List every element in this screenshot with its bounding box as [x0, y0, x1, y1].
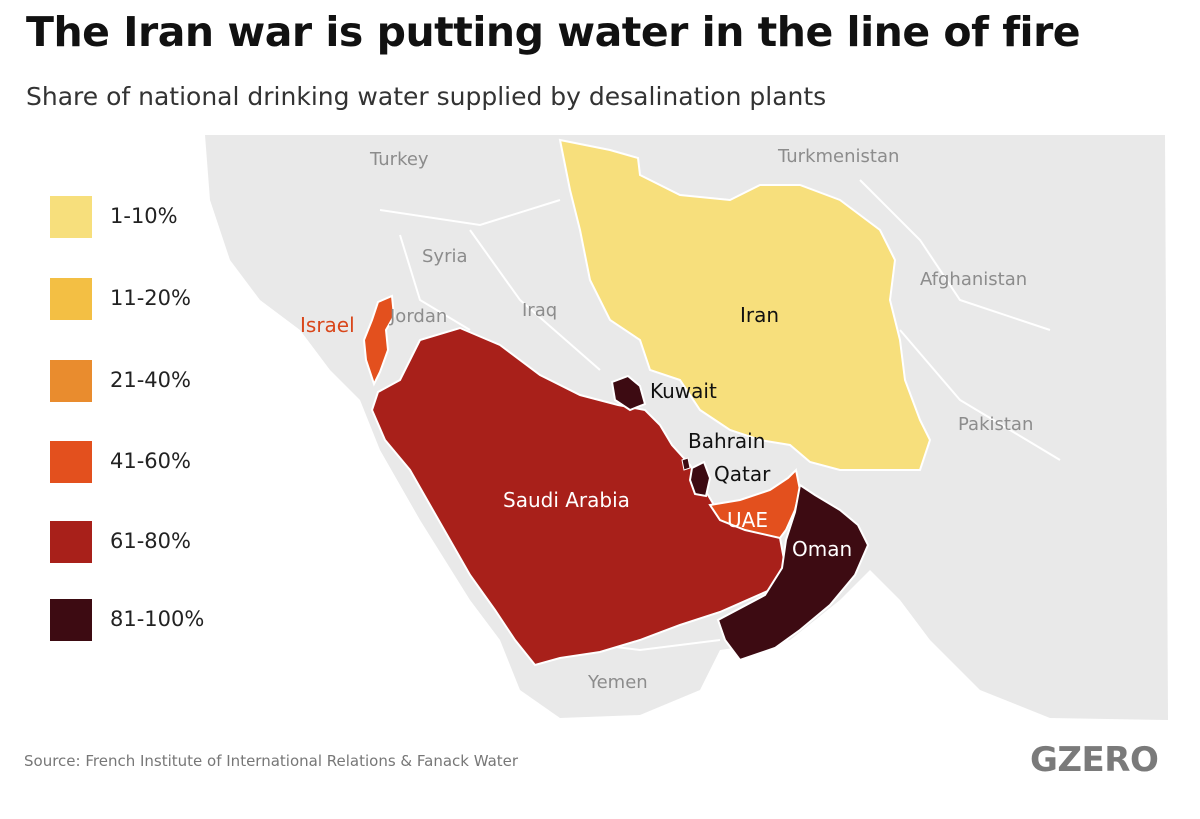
- label-yemen: Yemen: [587, 672, 648, 693]
- label-oman: Oman: [792, 537, 852, 561]
- country-bahrain[interactable]: [681, 457, 691, 471]
- label-uae: UAE: [727, 508, 768, 532]
- legend-label: 21-40%: [110, 368, 191, 392]
- label-jordan: Jordan: [389, 306, 447, 327]
- legend-item: 21-40%: [50, 360, 270, 404]
- label-turkmenistan: Turkmenistan: [777, 146, 899, 167]
- legend-item: 11-20%: [50, 278, 270, 322]
- label-qatar: Qatar: [714, 462, 771, 486]
- legend-item: 61-80%: [50, 521, 270, 565]
- legend-item: 1-10%: [50, 196, 270, 240]
- country-qatar[interactable]: [688, 460, 712, 498]
- legend-item: 41-60%: [50, 441, 270, 485]
- legend-swatch: [50, 360, 92, 402]
- label-syria: Syria: [422, 246, 468, 267]
- page-title: The Iran war is putting water in the lin…: [26, 8, 1081, 56]
- label-israel: Israel: [300, 313, 355, 337]
- legend-label: 41-60%: [110, 449, 191, 473]
- legend-label: 11-20%: [110, 286, 191, 310]
- legend-swatch: [50, 196, 92, 238]
- label-bahrain: Bahrain: [688, 429, 765, 453]
- label-kuwait: Kuwait: [650, 379, 717, 403]
- label-saudi-arabia: Saudi Arabia: [503, 488, 630, 512]
- legend-swatch: [50, 521, 92, 563]
- legend-label: 61-80%: [110, 529, 191, 553]
- legend-label: 81-100%: [110, 607, 205, 631]
- legend-swatch: [50, 441, 92, 483]
- brand-logo: GZERO: [1030, 740, 1159, 780]
- country-kuwait[interactable]: [610, 374, 647, 412]
- label-pakistan: Pakistan: [958, 414, 1033, 435]
- background-land: [205, 135, 1168, 720]
- legend-swatch: [50, 278, 92, 320]
- legend-item: 81-100%: [50, 599, 270, 643]
- country-oman[interactable]: [716, 483, 870, 662]
- label-turkey: Turkey: [369, 149, 429, 170]
- country-iran[interactable]: [558, 138, 932, 471]
- page-subtitle: Share of national drinking water supplie…: [26, 82, 827, 111]
- source-note: Source: French Institute of Internationa…: [24, 752, 519, 770]
- legend-swatch: [50, 599, 92, 641]
- label-iran: Iran: [740, 303, 779, 327]
- label-afghanistan: Afghanistan: [920, 269, 1027, 290]
- label-iraq: Iraq: [522, 300, 557, 321]
- country-israel[interactable]: [362, 294, 396, 387]
- legend-label: 1-10%: [110, 204, 178, 228]
